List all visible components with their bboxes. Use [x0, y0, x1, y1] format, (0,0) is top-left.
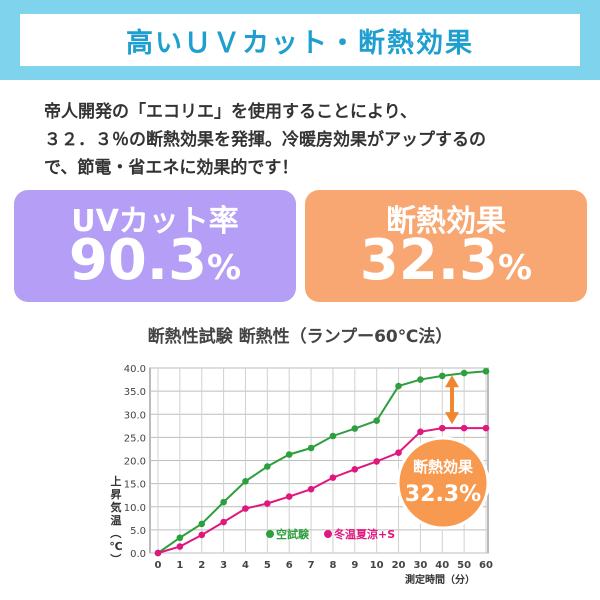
- y-axis-label: 温: [111, 513, 122, 527]
- data-point: [482, 367, 490, 375]
- data-point: [373, 458, 380, 465]
- y-tick-label: 40.0: [124, 364, 146, 375]
- y-axis-label: 上: [111, 474, 122, 488]
- data-point: [417, 428, 424, 436]
- heat-insulation-number: 32.3: [359, 228, 499, 293]
- y-tick-label: 5.0: [130, 526, 146, 537]
- description: 帝人開発の「エコリエ」を使用することにより、 ３２．３％の断熱効果を発揮。冷暖房…: [44, 98, 584, 182]
- y-axis-label: （: [109, 528, 122, 539]
- data-point: [395, 382, 402, 390]
- y-axis-label: ）: [109, 554, 122, 565]
- y-tick-label: 15.0: [124, 480, 146, 491]
- data-point: [307, 485, 315, 493]
- data-point: [395, 449, 402, 456]
- data-point: [285, 451, 293, 458]
- data-point: [220, 498, 227, 506]
- x-axis-label: 測定時間（分）: [405, 573, 475, 586]
- x-tick-label: 5: [264, 560, 271, 571]
- legend-marker: [324, 530, 332, 538]
- uv-cut-number: 90.3: [68, 228, 208, 293]
- header-box: 高いＵＶカット・断熱効果: [20, 14, 580, 66]
- data-point: [438, 372, 446, 380]
- heat-insulation-card: 断熱効果 32.3%: [305, 190, 587, 302]
- x-tick-label: 50: [457, 560, 471, 571]
- heat-insulation-unit: %: [498, 248, 533, 288]
- data-point: [176, 543, 184, 550]
- data-point: [417, 376, 424, 383]
- uv-cut-card: UVカット率 90.3%: [14, 190, 296, 302]
- data-point: [198, 531, 206, 539]
- data-point: [329, 474, 337, 481]
- y-tick-label: 10.0: [124, 503, 146, 514]
- x-tick-label: 7: [308, 560, 315, 571]
- description-line: で、節電・省エネに効果的です！: [44, 158, 299, 178]
- data-point: [438, 424, 446, 432]
- y-tick-label: 35.0: [124, 387, 146, 398]
- y-tick-label: 25.0: [124, 433, 146, 444]
- y-tick-label: 30.0: [124, 410, 146, 421]
- x-tick-label: 2: [198, 560, 205, 571]
- data-point: [264, 463, 271, 470]
- x-tick-label: 1: [176, 560, 183, 571]
- data-point: [329, 432, 337, 440]
- series-line: [157, 427, 486, 554]
- data-point: [351, 425, 359, 432]
- data-point: [351, 465, 359, 473]
- data-point: [460, 369, 468, 377]
- x-tick-label: 9: [351, 560, 358, 571]
- effect-badge-label: 断熱効果: [413, 458, 474, 476]
- y-tick-label: 20.0: [124, 457, 146, 468]
- data-point: [154, 549, 162, 557]
- description-line: 帝人開発の「エコリエ」を使用することにより、: [44, 102, 417, 122]
- data-point: [176, 534, 184, 542]
- chart-title: 断熱性試験 断熱性（ランプー60℃法）: [147, 327, 453, 347]
- header-banner: 高いＵＶカット・断熱効果: [0, 0, 600, 80]
- x-tick-label: 6: [286, 560, 293, 571]
- heat-insulation-label: 断熱効果: [386, 204, 506, 239]
- data-point: [373, 417, 380, 425]
- y-axis-label: 昇: [111, 488, 122, 501]
- x-tick-label: 40: [435, 560, 449, 571]
- description-line: ３２．３％の断熱効果を発揮。冷暖房効果がアップするの: [44, 130, 486, 150]
- series-line: [157, 370, 487, 554]
- x-tick-label: 0: [155, 560, 162, 571]
- line-chart: 0.0 5.0 10.0 15.0 20.0 25.0 30.0 35.0 40.0 0 1 2 3 4 5…: [109, 364, 493, 586]
- arrow-head-up: [445, 375, 459, 388]
- header-title: 高いＵＶカット・断熱効果: [126, 27, 474, 59]
- data-point: [242, 478, 249, 485]
- uv-cut-label: UVカット率: [71, 204, 239, 239]
- uv-cut-value: 90.3%: [14, 226, 296, 303]
- data-point: [285, 493, 293, 500]
- y-axis-label: ℃: [109, 540, 122, 553]
- data-point: [220, 518, 227, 526]
- x-tick-label: 10: [370, 560, 384, 571]
- x-tick-label: 60: [479, 560, 493, 571]
- data-point: [264, 500, 271, 507]
- x-tick-label: 4: [242, 560, 249, 571]
- effect-badge-value: 32.3%: [405, 482, 481, 507]
- effect-badge: [396, 436, 490, 530]
- x-tick-label: 20: [392, 560, 406, 571]
- y-axis-label: 気: [111, 500, 122, 514]
- data-point: [482, 424, 490, 432]
- x-tick-label: 3: [220, 560, 227, 571]
- data-point: [460, 424, 468, 432]
- legend-label: 空試験: [276, 527, 310, 541]
- data-point: [242, 505, 249, 512]
- arrow-head-down: [445, 412, 459, 425]
- uv-cut-unit: %: [207, 248, 242, 288]
- x-tick-label: 30: [413, 560, 427, 571]
- heat-insulation-value: 32.3%: [305, 226, 587, 303]
- data-point: [307, 444, 315, 452]
- data-point: [198, 520, 206, 528]
- legend-label: 冬温夏涼+S: [334, 527, 395, 541]
- y-tick-label: 0.0: [130, 549, 146, 560]
- legend-marker: [266, 530, 274, 538]
- x-tick-label: 8: [329, 560, 336, 571]
